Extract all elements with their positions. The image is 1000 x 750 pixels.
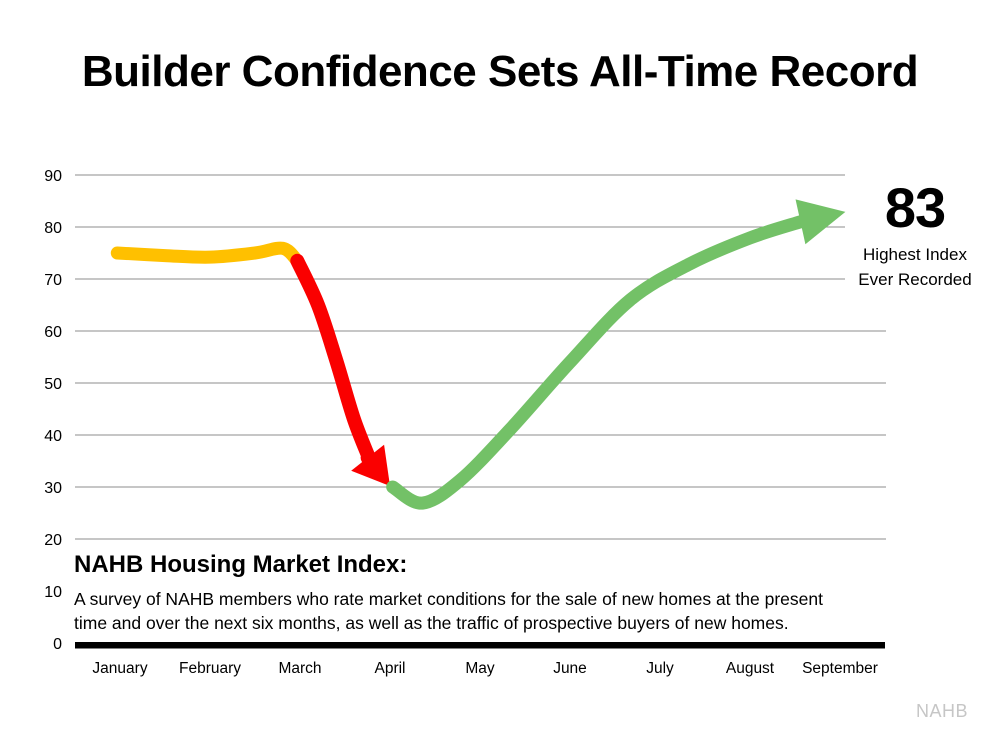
note-heading: NAHB Housing Market Index: — [74, 551, 408, 578]
chart-x-axis — [75, 642, 885, 649]
peak-value: 83 — [884, 176, 946, 239]
arrowhead-crash-red-arrow — [351, 444, 390, 486]
y-tick-label-50: 50 — [44, 376, 62, 393]
chart-y-tick-labels: 90 80 70 60 50 40 30 20 10 0 — [44, 168, 62, 653]
segment-pre-pandemic-gold — [110, 241, 304, 268]
x-tick-label-january: January — [92, 660, 147, 677]
y-tick-label-0: 0 — [53, 636, 62, 653]
y-tick-label-60: 60 — [44, 324, 62, 341]
x-tick-label-september: September — [802, 660, 878, 677]
index-definition-note: NAHB Housing Market Index: A survey of N… — [74, 551, 823, 636]
y-tick-label-20: 20 — [44, 532, 62, 549]
y-tick-label-10: 10 — [44, 584, 62, 601]
note-line2: time and over the next six months, as we… — [74, 613, 789, 634]
x-tick-label-may: May — [465, 660, 495, 677]
y-tick-label-90: 90 — [44, 168, 62, 185]
y-tick-label-80: 80 — [44, 220, 62, 237]
peak-label-line2: Ever Recorded — [858, 269, 972, 289]
chart-series — [110, 199, 846, 510]
y-tick-label-40: 40 — [44, 428, 62, 445]
y-tick-label-70: 70 — [44, 272, 62, 289]
chart-x-tick-labels: January February March April May June July Augu… — [92, 660, 877, 677]
x-tick-label-april: April — [374, 660, 405, 677]
arrowhead-recovery-green-arrow — [795, 199, 846, 245]
x-axis-line — [75, 642, 885, 649]
note-line1: A survey of NAHB members who rate market… — [74, 588, 823, 609]
peak-label-line1: Highest Index — [863, 245, 967, 265]
x-tick-label-june: June — [553, 660, 587, 677]
x-tick-label-february: February — [179, 660, 241, 677]
segment-recovery-green-arrow — [386, 214, 811, 510]
nahb-watermark: NAHB — [915, 701, 968, 721]
peak-annotation: 83 Highest Index Ever Recorded — [850, 176, 980, 292]
chart-gridlines — [75, 174, 886, 540]
page-title: Builder Confidence Sets All-Time Record — [81, 47, 919, 96]
segment-crash-red-arrow — [290, 253, 378, 471]
x-tick-label-march: March — [278, 660, 321, 677]
x-tick-label-july: July — [646, 660, 674, 677]
x-tick-label-august: August — [726, 660, 775, 677]
y-tick-label-30: 30 — [44, 480, 62, 497]
